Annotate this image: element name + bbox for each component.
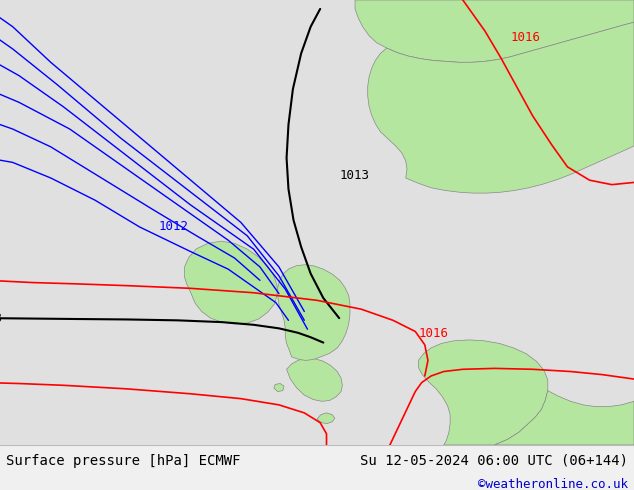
Polygon shape	[278, 265, 350, 360]
Text: ©weatheronline.co.uk: ©weatheronline.co.uk	[477, 478, 628, 490]
Text: 1012: 1012	[158, 220, 188, 233]
Polygon shape	[495, 391, 634, 445]
Polygon shape	[418, 340, 548, 445]
Text: 13: 13	[0, 312, 3, 324]
Text: 1013: 1013	[339, 169, 369, 182]
Text: Su 12-05-2024 06:00 UTC (06+144): Su 12-05-2024 06:00 UTC (06+144)	[359, 454, 628, 467]
Polygon shape	[317, 413, 335, 423]
Polygon shape	[368, 22, 634, 193]
Text: Surface pressure [hPa] ECMWF: Surface pressure [hPa] ECMWF	[6, 454, 241, 467]
Text: 1016: 1016	[510, 31, 540, 44]
Text: 1016: 1016	[418, 327, 448, 340]
Polygon shape	[274, 384, 284, 392]
Polygon shape	[355, 0, 634, 62]
Polygon shape	[184, 241, 277, 324]
Polygon shape	[287, 358, 342, 401]
